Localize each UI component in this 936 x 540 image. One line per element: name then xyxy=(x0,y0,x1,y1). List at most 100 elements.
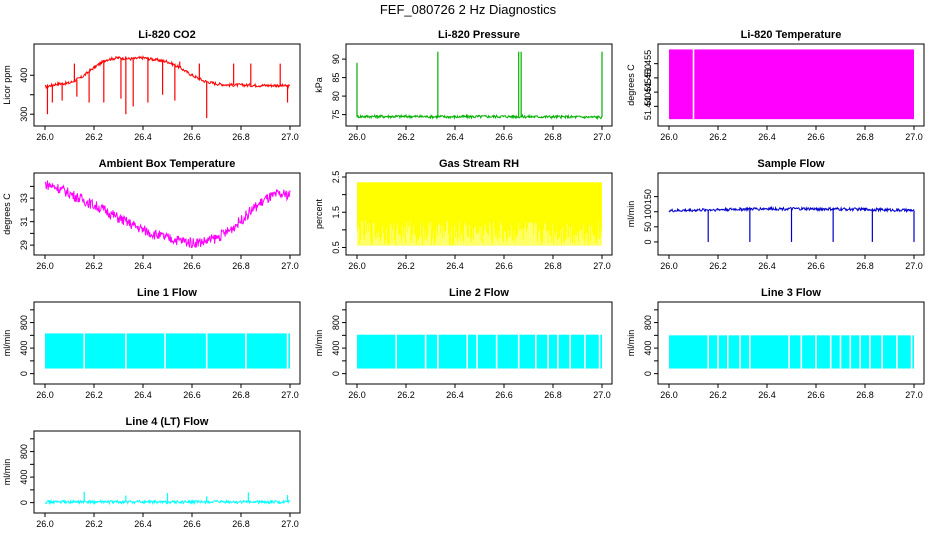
y-tick-label: 75 xyxy=(331,110,341,120)
x-tick-label: 26.6 xyxy=(807,261,825,271)
x-tick-label: 26.4 xyxy=(758,390,776,400)
series-fill xyxy=(669,49,914,120)
x-tick-label: 26.0 xyxy=(36,261,54,271)
panel-title: Line 4 (LT) Flow xyxy=(126,416,209,428)
x-tick-label: 26.8 xyxy=(232,390,250,400)
x-tick-label: 26.2 xyxy=(709,390,727,400)
panel-title: Li-820 Temperature xyxy=(741,29,842,41)
chart-panel: Sample Flow 26.0 26.2 26.4 26.6 26.8 27.0 0 50 10… xyxy=(626,158,925,271)
y-tick-label: 0.5 xyxy=(331,241,341,254)
y-tick-label: 51.455 xyxy=(643,50,653,78)
x-tick-label: 26.6 xyxy=(495,390,513,400)
y-tick-label: 0 xyxy=(643,371,653,376)
x-tick-label: 26.0 xyxy=(36,390,54,400)
panel-title: Line 2 Flow xyxy=(449,287,509,299)
plot-box xyxy=(33,172,301,256)
chart-panel: Li-820 Pressure 26.0 26.2 26.4 26.6 26.8 27.0 7… xyxy=(314,29,613,142)
plot-box xyxy=(345,172,613,256)
y-tick-label: 0 xyxy=(19,500,29,505)
x-tick-label: 26.4 xyxy=(446,132,464,142)
plot-box xyxy=(657,301,925,385)
y-tick-label: 33 xyxy=(19,193,29,203)
panel-title: Line 1 Flow xyxy=(137,287,197,299)
x-tick-label: 27.0 xyxy=(593,132,611,142)
y-axis-label: Licor ppm xyxy=(2,65,12,105)
chart-panel: Line 2 Flow 26.0 26.2 26.4 26.6 26.8 27.0 0 400 8… xyxy=(314,287,613,400)
panel-title: Li-820 Pressure xyxy=(438,29,520,41)
x-tick-label: 26.6 xyxy=(807,132,825,142)
x-tick-label: 26.8 xyxy=(232,519,250,529)
y-tick-label: 150 xyxy=(643,189,653,204)
y-tick-label: 800 xyxy=(331,315,341,330)
y-tick-label: 51.445 xyxy=(643,78,653,106)
x-tick-label: 26.8 xyxy=(232,132,250,142)
x-tick-label: 26.2 xyxy=(709,261,727,271)
chart-panel: Line 3 Flow 26.0 26.2 26.4 26.6 26.8 27.0 0 400 8… xyxy=(626,287,925,400)
plot-box xyxy=(657,43,925,127)
panel-title: Sample Flow xyxy=(757,158,825,170)
x-tick-label: 26.6 xyxy=(495,132,513,142)
x-tick-label: 27.0 xyxy=(281,132,299,142)
y-tick-label: 800 xyxy=(19,444,29,459)
x-tick-label: 26.0 xyxy=(348,132,366,142)
x-tick-label: 26.6 xyxy=(183,390,201,400)
y-tick-label: 0 xyxy=(643,239,653,244)
chart-panel: Li-820 Temperature 26.0 26.2 26.4 26.6 26.8 27… xyxy=(626,29,925,142)
series-line xyxy=(44,54,291,90)
x-tick-label: 26.8 xyxy=(544,132,562,142)
y-axis-label: ml/min xyxy=(626,330,636,357)
y-tick-label: 400 xyxy=(19,341,29,356)
x-tick-label: 27.0 xyxy=(281,261,299,271)
y-tick-label: 51.450 xyxy=(643,64,653,92)
x-tick-label: 27.0 xyxy=(281,519,299,529)
plot-box xyxy=(657,172,925,256)
series-texture xyxy=(356,220,603,249)
series-line xyxy=(44,498,291,506)
y-tick-label: 31 xyxy=(19,217,29,227)
y-tick-label: 51.440 xyxy=(643,93,653,121)
x-tick-label: 26.0 xyxy=(348,390,366,400)
x-tick-label: 26.2 xyxy=(85,261,103,271)
chart-panel: Ambient Box Temperature 26.0 26.2 26.4 26.6 2… xyxy=(2,158,301,271)
y-axis-label: ml/min xyxy=(2,330,12,357)
panel-title: Li-820 CO2 xyxy=(138,29,195,41)
x-tick-label: 27.0 xyxy=(905,132,923,142)
y-axis-label: ml/min xyxy=(2,459,12,486)
y-tick-label: 300 xyxy=(19,107,29,122)
x-tick-label: 26.0 xyxy=(348,261,366,271)
series-fill xyxy=(357,334,602,369)
y-tick-label: 800 xyxy=(643,315,653,330)
x-tick-label: 26.6 xyxy=(183,261,201,271)
x-tick-label: 27.0 xyxy=(593,261,611,271)
x-tick-label: 27.0 xyxy=(905,261,923,271)
x-tick-label: 26.4 xyxy=(446,390,464,400)
y-tick-label: 400 xyxy=(19,68,29,83)
x-tick-label: 26.0 xyxy=(660,132,678,142)
panel-title: Ambient Box Temperature xyxy=(99,158,236,170)
y-tick-label: 0 xyxy=(331,371,341,376)
x-tick-label: 26.2 xyxy=(397,390,415,400)
series-fill xyxy=(669,335,914,369)
x-tick-label: 26.4 xyxy=(134,519,152,529)
y-tick-label: 100 xyxy=(643,204,653,219)
x-tick-label: 26.4 xyxy=(134,390,152,400)
x-tick-label: 26.2 xyxy=(709,132,727,142)
x-tick-label: 27.0 xyxy=(281,390,299,400)
x-tick-label: 26.0 xyxy=(36,519,54,529)
y-tick-label: 85 xyxy=(331,73,341,83)
y-tick-label: 1.5 xyxy=(331,206,341,219)
x-tick-label: 26.0 xyxy=(660,390,678,400)
x-tick-label: 26.6 xyxy=(807,390,825,400)
series-line xyxy=(44,180,291,249)
x-tick-label: 26.0 xyxy=(660,261,678,271)
x-tick-label: 26.8 xyxy=(544,390,562,400)
x-tick-label: 26.6 xyxy=(183,132,201,142)
y-axis-label: ml/min xyxy=(626,201,636,228)
chart-panel: Gas Stream RH 26.0 26.2 26.4 26.6 26.8 27.0 0.5… xyxy=(314,158,613,271)
plot-box xyxy=(345,301,613,385)
chart-panel: Line 1 Flow 26.0 26.2 26.4 26.6 26.8 27.0 0 400 8… xyxy=(2,287,301,400)
y-tick-label: 2.5 xyxy=(331,171,341,184)
y-axis-label: ml/min xyxy=(314,330,324,357)
x-tick-label: 26.4 xyxy=(134,261,152,271)
